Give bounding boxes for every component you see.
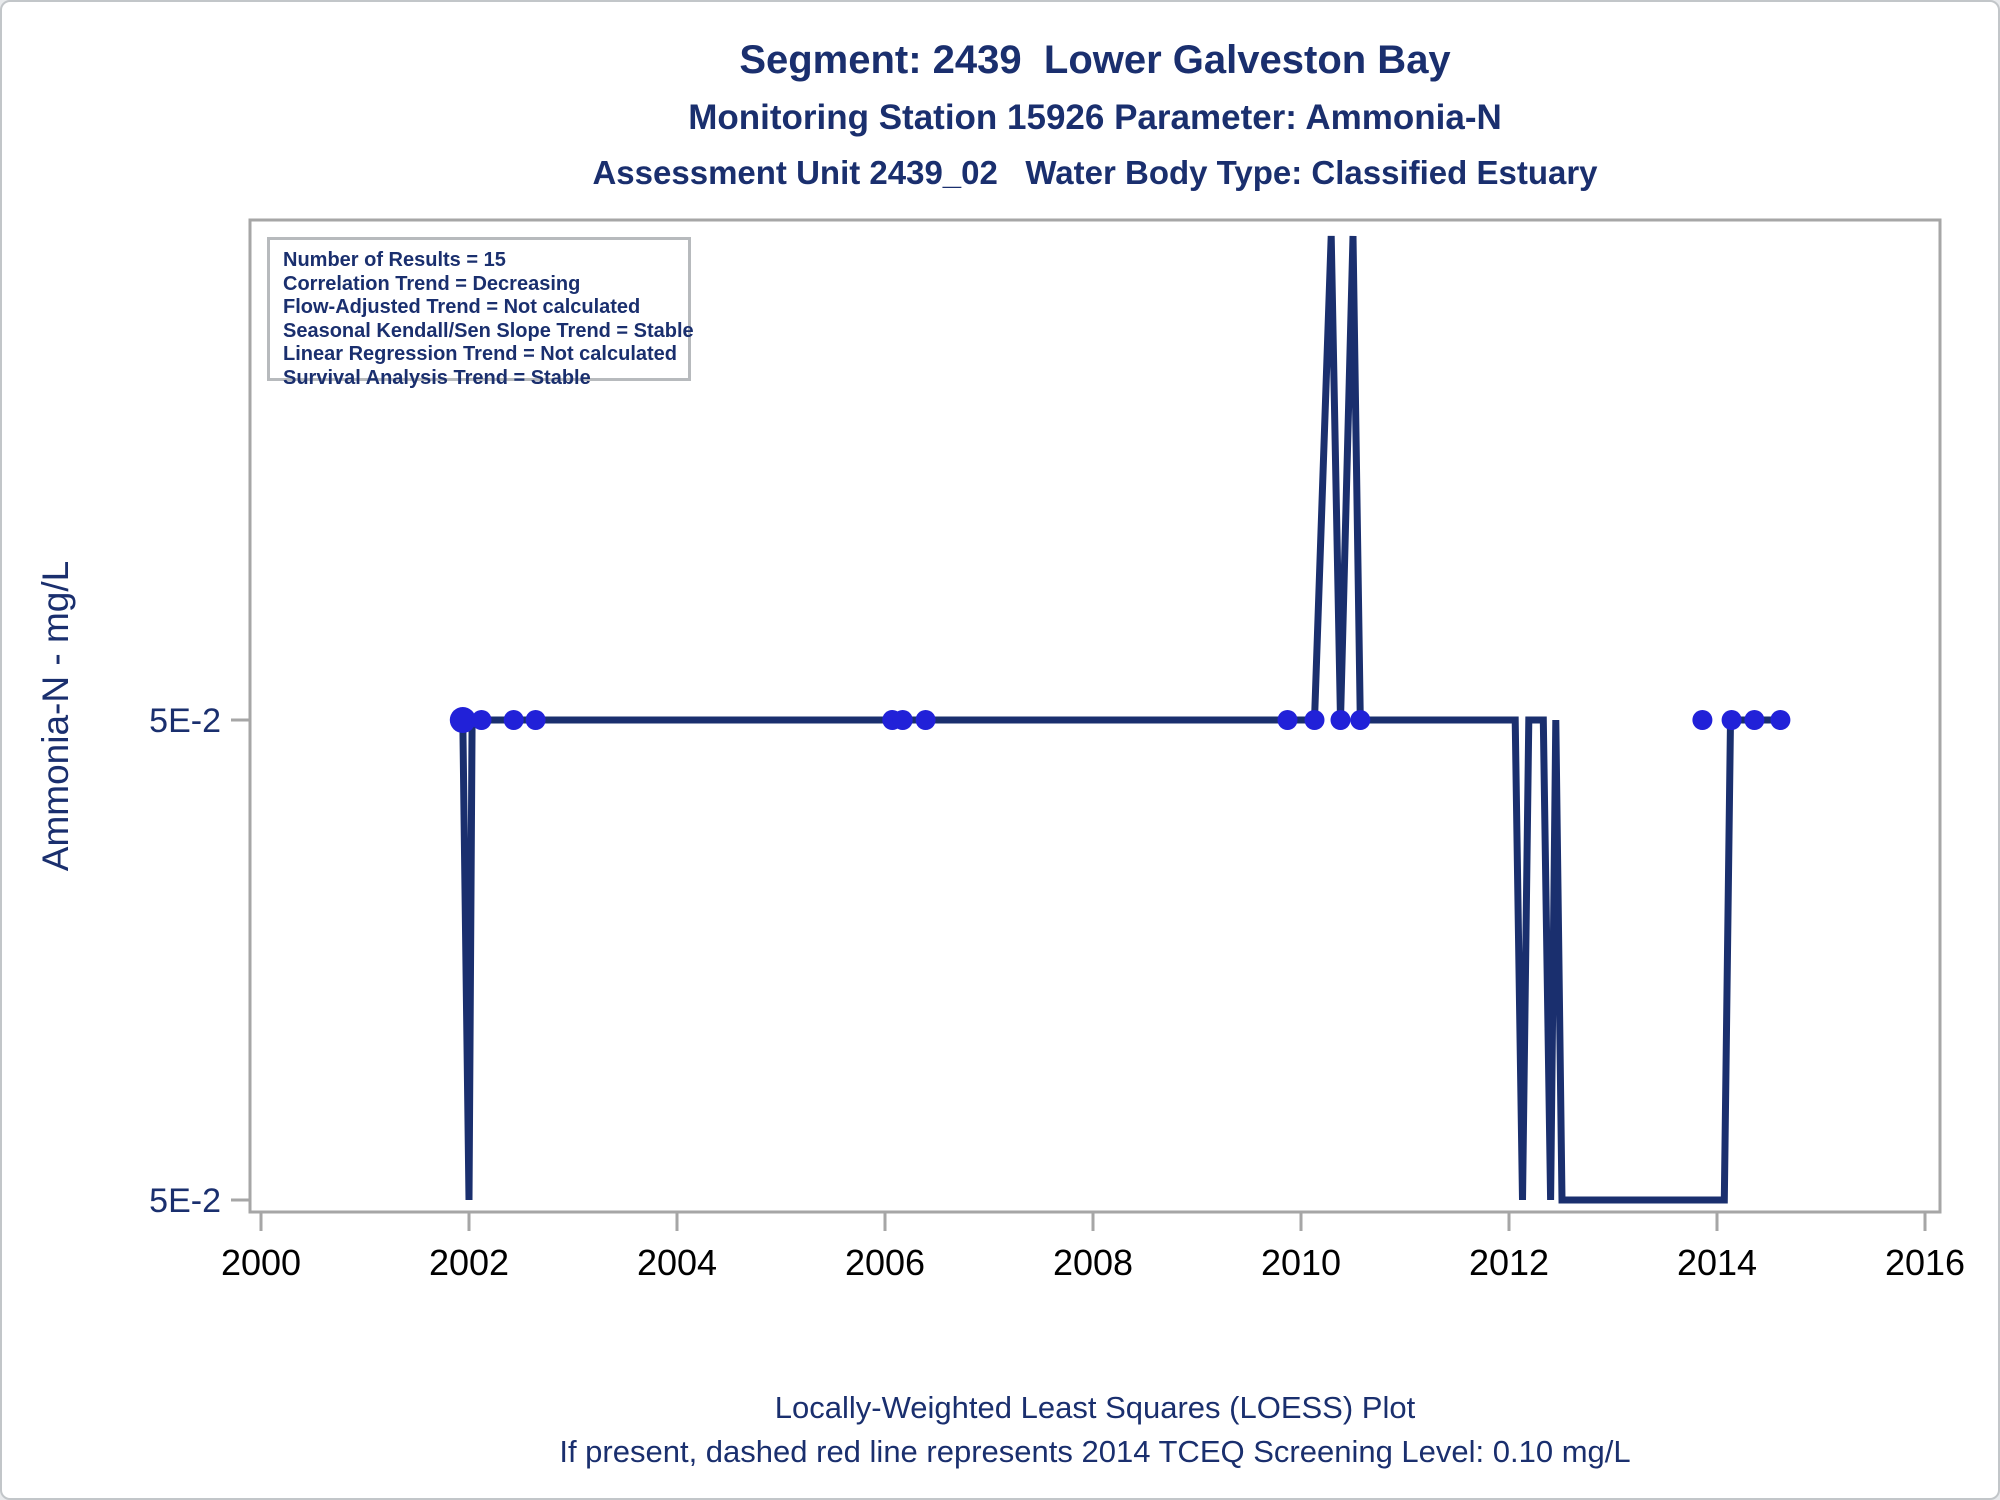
stat-flow-adjusted-trend: Flow-Adjusted Trend = Not calculated <box>283 296 641 318</box>
data-point-marker <box>1692 710 1713 730</box>
x-tick-label: 2008 <box>1053 1242 1133 1283</box>
x-tick-label: 2012 <box>1469 1242 1549 1283</box>
y-tick-label: 5E-2 <box>149 702 221 740</box>
data-point-marker <box>915 710 936 730</box>
data-point-marker <box>1770 710 1791 730</box>
x-tick-label: 2014 <box>1677 1242 1757 1283</box>
data-point-marker <box>1330 710 1351 730</box>
footer-loess-note: Locally-Weighted Least Squares (LOESS) P… <box>774 1390 1416 1425</box>
footer-screening-level-note: If present, dashed red line represents 2… <box>559 1434 1631 1469</box>
x-tick-label: 2000 <box>221 1242 301 1283</box>
stat-linear-regression-trend: Linear Regression Trend = Not calculated <box>283 343 678 365</box>
page-title: Segment: 2439 Lower Galveston Bay <box>739 38 1451 82</box>
data-point-marker <box>1277 710 1298 730</box>
stat-correlation-trend: Correlation Trend = Decreasing <box>283 272 581 295</box>
data-point-marker <box>525 710 546 730</box>
data-point-marker <box>1744 710 1765 730</box>
data-point-marker <box>503 710 524 730</box>
x-tick-label: 2004 <box>637 1242 717 1283</box>
data-point-marker <box>1350 710 1371 730</box>
stats-box: Number of Results = 15 Correlation Trend… <box>267 237 694 389</box>
x-tick-label: 2016 <box>1885 1242 1965 1283</box>
data-point-marker <box>892 710 913 730</box>
data-point-marker <box>449 707 476 733</box>
data-point-marker <box>471 710 492 730</box>
x-tick-label: 2010 <box>1261 1242 1341 1283</box>
y-tick-label: 5E-2 <box>149 1182 221 1220</box>
data-point-marker <box>1304 710 1325 730</box>
data-point-marker <box>1721 710 1742 730</box>
stat-seasonal-kendall-trend: Seasonal Kendall/Sen Slope Trend = Stabl… <box>283 319 694 342</box>
x-tick-label: 2006 <box>845 1242 925 1283</box>
x-tick-label: 2002 <box>429 1242 509 1283</box>
y-axis-label: Ammonia-N - mg/L <box>35 561 76 871</box>
page-subtitle-assessment-unit: Assessment Unit 2439_02 Water Body Type:… <box>592 154 1598 191</box>
plot-frame <box>248 218 1942 1214</box>
page-subtitle-station: Monitoring Station 15926 Parameter: Ammo… <box>688 98 1502 137</box>
stat-number-of-results: Number of Results = 15 <box>283 249 506 271</box>
stat-survival-analysis-trend: Survival Analysis Trend = Stable <box>283 366 591 389</box>
